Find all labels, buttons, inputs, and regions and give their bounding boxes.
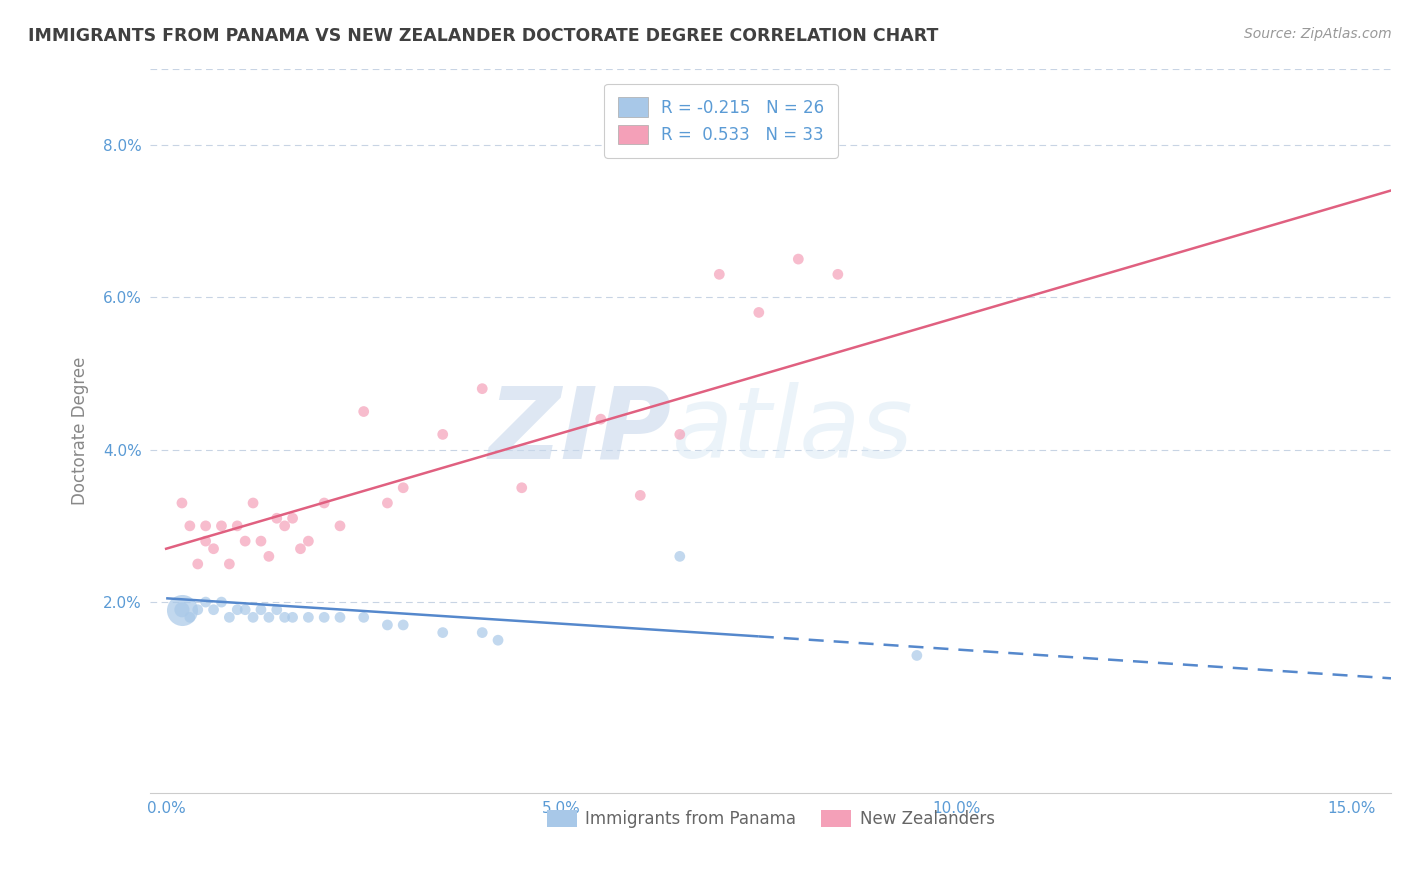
Point bbox=[194, 534, 217, 549]
Point bbox=[226, 603, 249, 617]
Point bbox=[273, 519, 295, 533]
Point bbox=[471, 625, 494, 640]
Point bbox=[273, 610, 295, 624]
Point bbox=[242, 496, 264, 510]
Point bbox=[297, 610, 319, 624]
Point bbox=[170, 496, 193, 510]
Point bbox=[202, 541, 225, 556]
Point bbox=[709, 268, 731, 282]
Point bbox=[179, 610, 201, 624]
Point bbox=[226, 519, 249, 533]
Point bbox=[233, 534, 256, 549]
Point bbox=[329, 610, 352, 624]
Point bbox=[392, 618, 415, 632]
Point bbox=[170, 603, 193, 617]
Text: IMMIGRANTS FROM PANAMA VS NEW ZEALANDER DOCTORATE DEGREE CORRELATION CHART: IMMIGRANTS FROM PANAMA VS NEW ZEALANDER … bbox=[28, 27, 938, 45]
Point bbox=[281, 610, 304, 624]
Point bbox=[353, 404, 375, 418]
Point bbox=[242, 610, 264, 624]
Point bbox=[218, 557, 240, 571]
Point bbox=[187, 603, 209, 617]
Point bbox=[787, 252, 810, 266]
Point bbox=[314, 610, 336, 624]
Point bbox=[170, 603, 193, 617]
Point bbox=[211, 595, 233, 609]
Point bbox=[266, 603, 288, 617]
Point bbox=[510, 481, 533, 495]
Text: atlas: atlas bbox=[672, 382, 912, 479]
Point bbox=[905, 648, 928, 663]
Point bbox=[266, 511, 288, 525]
Point bbox=[211, 519, 233, 533]
Legend: Immigrants from Panama, New Zealanders: Immigrants from Panama, New Zealanders bbox=[540, 804, 1001, 835]
Point bbox=[257, 549, 280, 564]
Point bbox=[748, 305, 770, 319]
Point bbox=[290, 541, 312, 556]
Point bbox=[329, 519, 352, 533]
Point bbox=[377, 618, 399, 632]
Point bbox=[486, 633, 509, 648]
Point bbox=[628, 488, 651, 502]
Point bbox=[194, 595, 217, 609]
Point bbox=[233, 603, 256, 617]
Point bbox=[471, 382, 494, 396]
Point bbox=[250, 603, 273, 617]
Point bbox=[202, 603, 225, 617]
Point bbox=[281, 511, 304, 525]
Point bbox=[257, 610, 280, 624]
Point bbox=[432, 625, 454, 640]
Point bbox=[827, 268, 849, 282]
Point bbox=[187, 557, 209, 571]
Point bbox=[194, 519, 217, 533]
Text: ZIP: ZIP bbox=[488, 382, 672, 479]
Point bbox=[668, 427, 690, 442]
Y-axis label: Doctorate Degree: Doctorate Degree bbox=[72, 357, 89, 505]
Point bbox=[392, 481, 415, 495]
Point bbox=[589, 412, 612, 426]
Point bbox=[250, 534, 273, 549]
Point bbox=[377, 496, 399, 510]
Point bbox=[179, 519, 201, 533]
Text: Source: ZipAtlas.com: Source: ZipAtlas.com bbox=[1244, 27, 1392, 41]
Point bbox=[353, 610, 375, 624]
Point bbox=[297, 534, 319, 549]
Point bbox=[218, 610, 240, 624]
Point bbox=[314, 496, 336, 510]
Point bbox=[432, 427, 454, 442]
Point bbox=[668, 549, 690, 564]
